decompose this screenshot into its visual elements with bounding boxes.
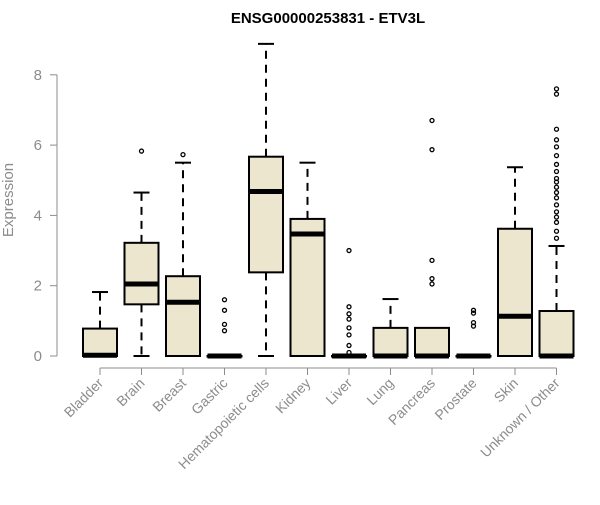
box-group [331, 247, 367, 359]
outlier-point [221, 307, 228, 313]
x-tick-label: Lung [363, 375, 396, 408]
box-group [206, 297, 243, 359]
outlier-point [553, 126, 560, 132]
x-tick-label: Breast [149, 375, 189, 415]
y-tick-label: 4 [34, 207, 42, 224]
x-tick-label: Skin [491, 375, 522, 406]
outlier-point [553, 137, 560, 143]
outlier-point [553, 184, 560, 190]
x-tick-label: Brain [113, 375, 147, 409]
outlier-point [470, 310, 477, 316]
outlier-point [346, 349, 352, 356]
outlier-point [138, 148, 145, 154]
outlier-point [429, 281, 435, 287]
outlier-point [553, 152, 560, 159]
outlier-point [553, 195, 560, 201]
box-group [372, 298, 409, 359]
outlier-point [346, 311, 352, 317]
box-iqr [372, 326, 409, 358]
y-tick-label: 6 [34, 137, 42, 154]
y-tick-label: 2 [34, 278, 42, 295]
outlier-point [553, 202, 560, 208]
box-group [497, 166, 533, 357]
box-group [538, 86, 575, 359]
x-tick-label: Kidney [272, 375, 314, 417]
outlier-point [470, 307, 477, 313]
outlier-point [553, 209, 560, 215]
outlier-point [346, 304, 352, 310]
outlier-point [553, 228, 560, 234]
axes: 0 2 4 6 8 [34, 67, 557, 375]
box-group [165, 151, 201, 357]
x-tick-label: Liver [322, 375, 355, 408]
outlier-point [429, 276, 435, 282]
box-group [123, 148, 160, 357]
outlier-point [221, 297, 228, 303]
x-tick-label: Bladder [61, 375, 107, 421]
y-axis-label: Expression [0, 163, 17, 237]
outlier-point [553, 175, 560, 182]
box-iqr [538, 310, 575, 357]
outlier-point [553, 86, 560, 92]
box-group [82, 291, 118, 358]
box-iqr [82, 327, 118, 358]
outlier-point [553, 189, 560, 196]
outlier-point [180, 151, 186, 158]
outlier-point [429, 257, 435, 264]
outlier-point [470, 319, 477, 326]
outlier-point [553, 168, 560, 175]
box-iqr [248, 155, 284, 274]
box-iqr [497, 227, 533, 357]
x-tick-label: Unknown / Other [477, 375, 563, 461]
box-iqr [289, 217, 326, 357]
box-iqr [165, 275, 201, 357]
outlier-point [221, 328, 228, 334]
outlier-point [346, 332, 352, 338]
y-tick-label: 0 [34, 348, 42, 365]
x-tick-label: Prostate [431, 375, 479, 423]
box-iqr [414, 326, 450, 358]
outlier-point [553, 91, 560, 97]
box-group [414, 117, 450, 359]
box-group [455, 307, 492, 359]
outlier-point [553, 219, 560, 226]
outlier-point [346, 316, 352, 322]
boxes [82, 42, 575, 359]
box-group [289, 161, 326, 357]
outlier-point [553, 161, 560, 168]
outlier-point [553, 144, 560, 150]
box-group [248, 42, 284, 357]
outlier-point [553, 235, 560, 241]
chart-title: ENSG00000253831 - ETV3L [231, 10, 425, 27]
y-tick-label: 8 [34, 67, 42, 84]
outlier-point [221, 321, 228, 328]
box-iqr [123, 241, 160, 306]
outlier-point [429, 147, 435, 153]
outlier-point [346, 325, 352, 331]
outlier-point [346, 247, 352, 254]
outlier-point [553, 214, 560, 220]
outlier-point [346, 342, 352, 349]
outlier-point [429, 117, 435, 124]
